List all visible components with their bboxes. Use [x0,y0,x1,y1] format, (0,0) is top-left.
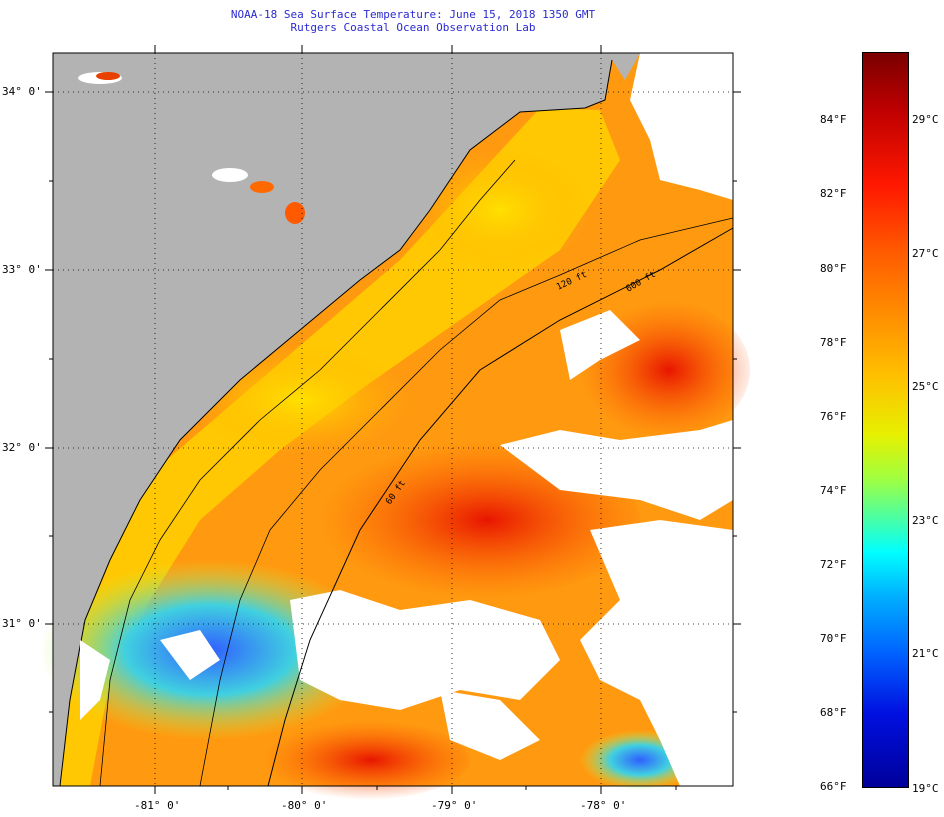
lat-label: 33° 0' [2,263,42,276]
inland-warm-spot [250,181,274,193]
shelf-water [53,108,620,786]
map-frame [52,52,734,787]
colorbar-f-label: 72°F [820,558,847,571]
map-subtitle: Rutgers Coastal Ocean Observation Lab [290,21,536,34]
land-area [53,53,612,786]
lon-label: -78° 0' [580,799,627,812]
inland-warm-spot [285,202,305,224]
map-title: NOAA-18 Sea Surface Temperature: June 15… [230,8,596,21]
colorbar-c-label: 21°C [912,647,939,660]
colorbar-c-label: 25°C [912,380,939,393]
axis-ticks [45,45,741,794]
colorbar-f-label: 74°F [820,484,847,497]
colorbar-f-label: 82°F [820,187,847,200]
lon-label: -79° 0' [431,799,478,812]
colorbar-f-label: 76°F [820,410,847,423]
graticule [53,53,733,786]
yellow-patch [410,150,590,270]
colorbar-c-label: 29°C [912,113,939,126]
warm-core [250,720,470,800]
lat-label: 31° 0' [2,617,42,630]
colorbar-f-label: 68°F [820,706,847,719]
lat-label: 34° 0' [2,85,42,98]
temperature-colorbar [862,52,909,788]
lon-label: -80° 0' [281,799,328,812]
colorbar-f-label: 70°F [820,632,847,645]
cape-land [600,53,640,80]
colorbar-c-label: 19°C [912,782,939,795]
colorbar-f-label: 80°F [820,262,847,275]
contour-600ft [267,227,734,787]
colorbar-c-label: 27°C [912,247,939,260]
lon-label: -81° 0' [134,799,181,812]
colorbar-f-label: 84°F [820,113,847,126]
colorbar-f-label: 66°F [820,780,847,793]
cloud-mask [78,53,733,786]
contour-60ft [99,159,516,787]
coastline [59,59,613,787]
colorbar-c-label: 23°C [912,514,939,527]
inland-warm-spot [96,72,120,80]
colorbar-f-label: 78°F [820,336,847,349]
lat-label: 32° 0' [2,441,42,454]
contour-120ft [199,217,734,787]
